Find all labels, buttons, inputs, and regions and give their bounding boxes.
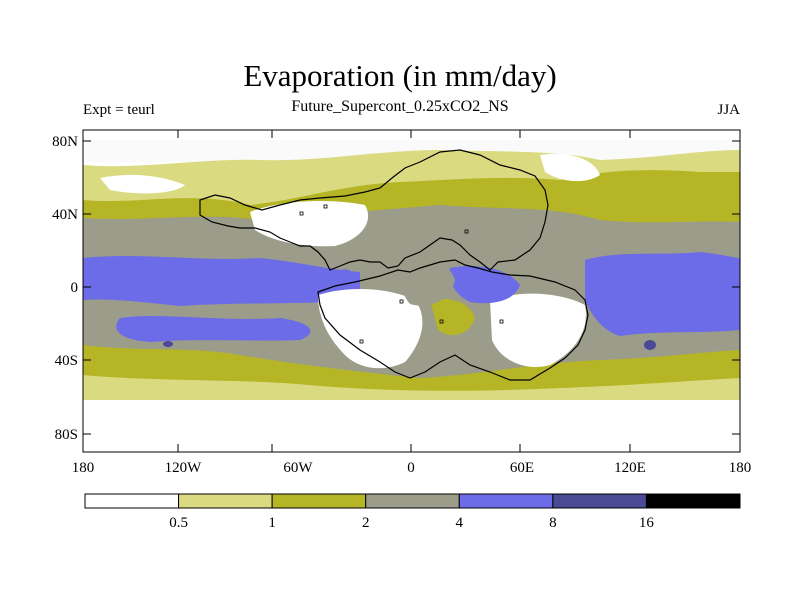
colorbar-swatch bbox=[84, 493, 180, 509]
lon-label-180e: 180 bbox=[729, 460, 752, 476]
lon-label-180w: 180 bbox=[72, 460, 95, 476]
colorbar-swatch bbox=[458, 493, 554, 509]
lon-label-120w: 120W bbox=[165, 460, 203, 476]
colorbar-label: 2 bbox=[362, 515, 370, 531]
map-title: Evaporation (in mm/day) bbox=[243, 58, 557, 93]
colorbar-swatch bbox=[552, 493, 647, 509]
colorbar-swatch bbox=[271, 493, 367, 509]
map-subtitle: Future_Supercont_0.25xCO2_NS bbox=[291, 98, 509, 115]
colorbar: 0.5 1 2 4 8 16 bbox=[84, 493, 741, 531]
lat-label-80n: 80N bbox=[52, 134, 78, 150]
season-label: JJA bbox=[717, 102, 740, 118]
lat-label-40n: 40N bbox=[52, 207, 78, 223]
lon-label-60w: 60W bbox=[283, 460, 313, 476]
colorbar-label: 16 bbox=[639, 515, 655, 531]
colorbar-label: 4 bbox=[456, 515, 464, 531]
lon-label-0: 0 bbox=[407, 460, 415, 476]
colorbar-label: 8 bbox=[549, 515, 557, 531]
lat-label-0: 0 bbox=[71, 280, 79, 296]
lat-label-40s: 40S bbox=[55, 353, 78, 369]
lon-axis: 180 120W 60W 0 60E 120E 180 bbox=[72, 130, 752, 476]
colorbar-swatch bbox=[645, 493, 741, 509]
lon-label-60e: 60E bbox=[510, 460, 534, 476]
lat-axis: 80N 40N 0 40S 80S bbox=[52, 134, 740, 443]
colorbar-swatch bbox=[365, 493, 460, 509]
lon-label-120e: 120E bbox=[614, 460, 646, 476]
experiment-label: Expt = teurl bbox=[83, 102, 155, 118]
colorbar-label: 0.5 bbox=[169, 515, 188, 531]
evaporation-field bbox=[83, 130, 740, 452]
colorbar-label: 1 bbox=[268, 515, 276, 531]
lat-label-80s: 80S bbox=[55, 427, 78, 443]
colorbar-swatch bbox=[178, 493, 273, 509]
